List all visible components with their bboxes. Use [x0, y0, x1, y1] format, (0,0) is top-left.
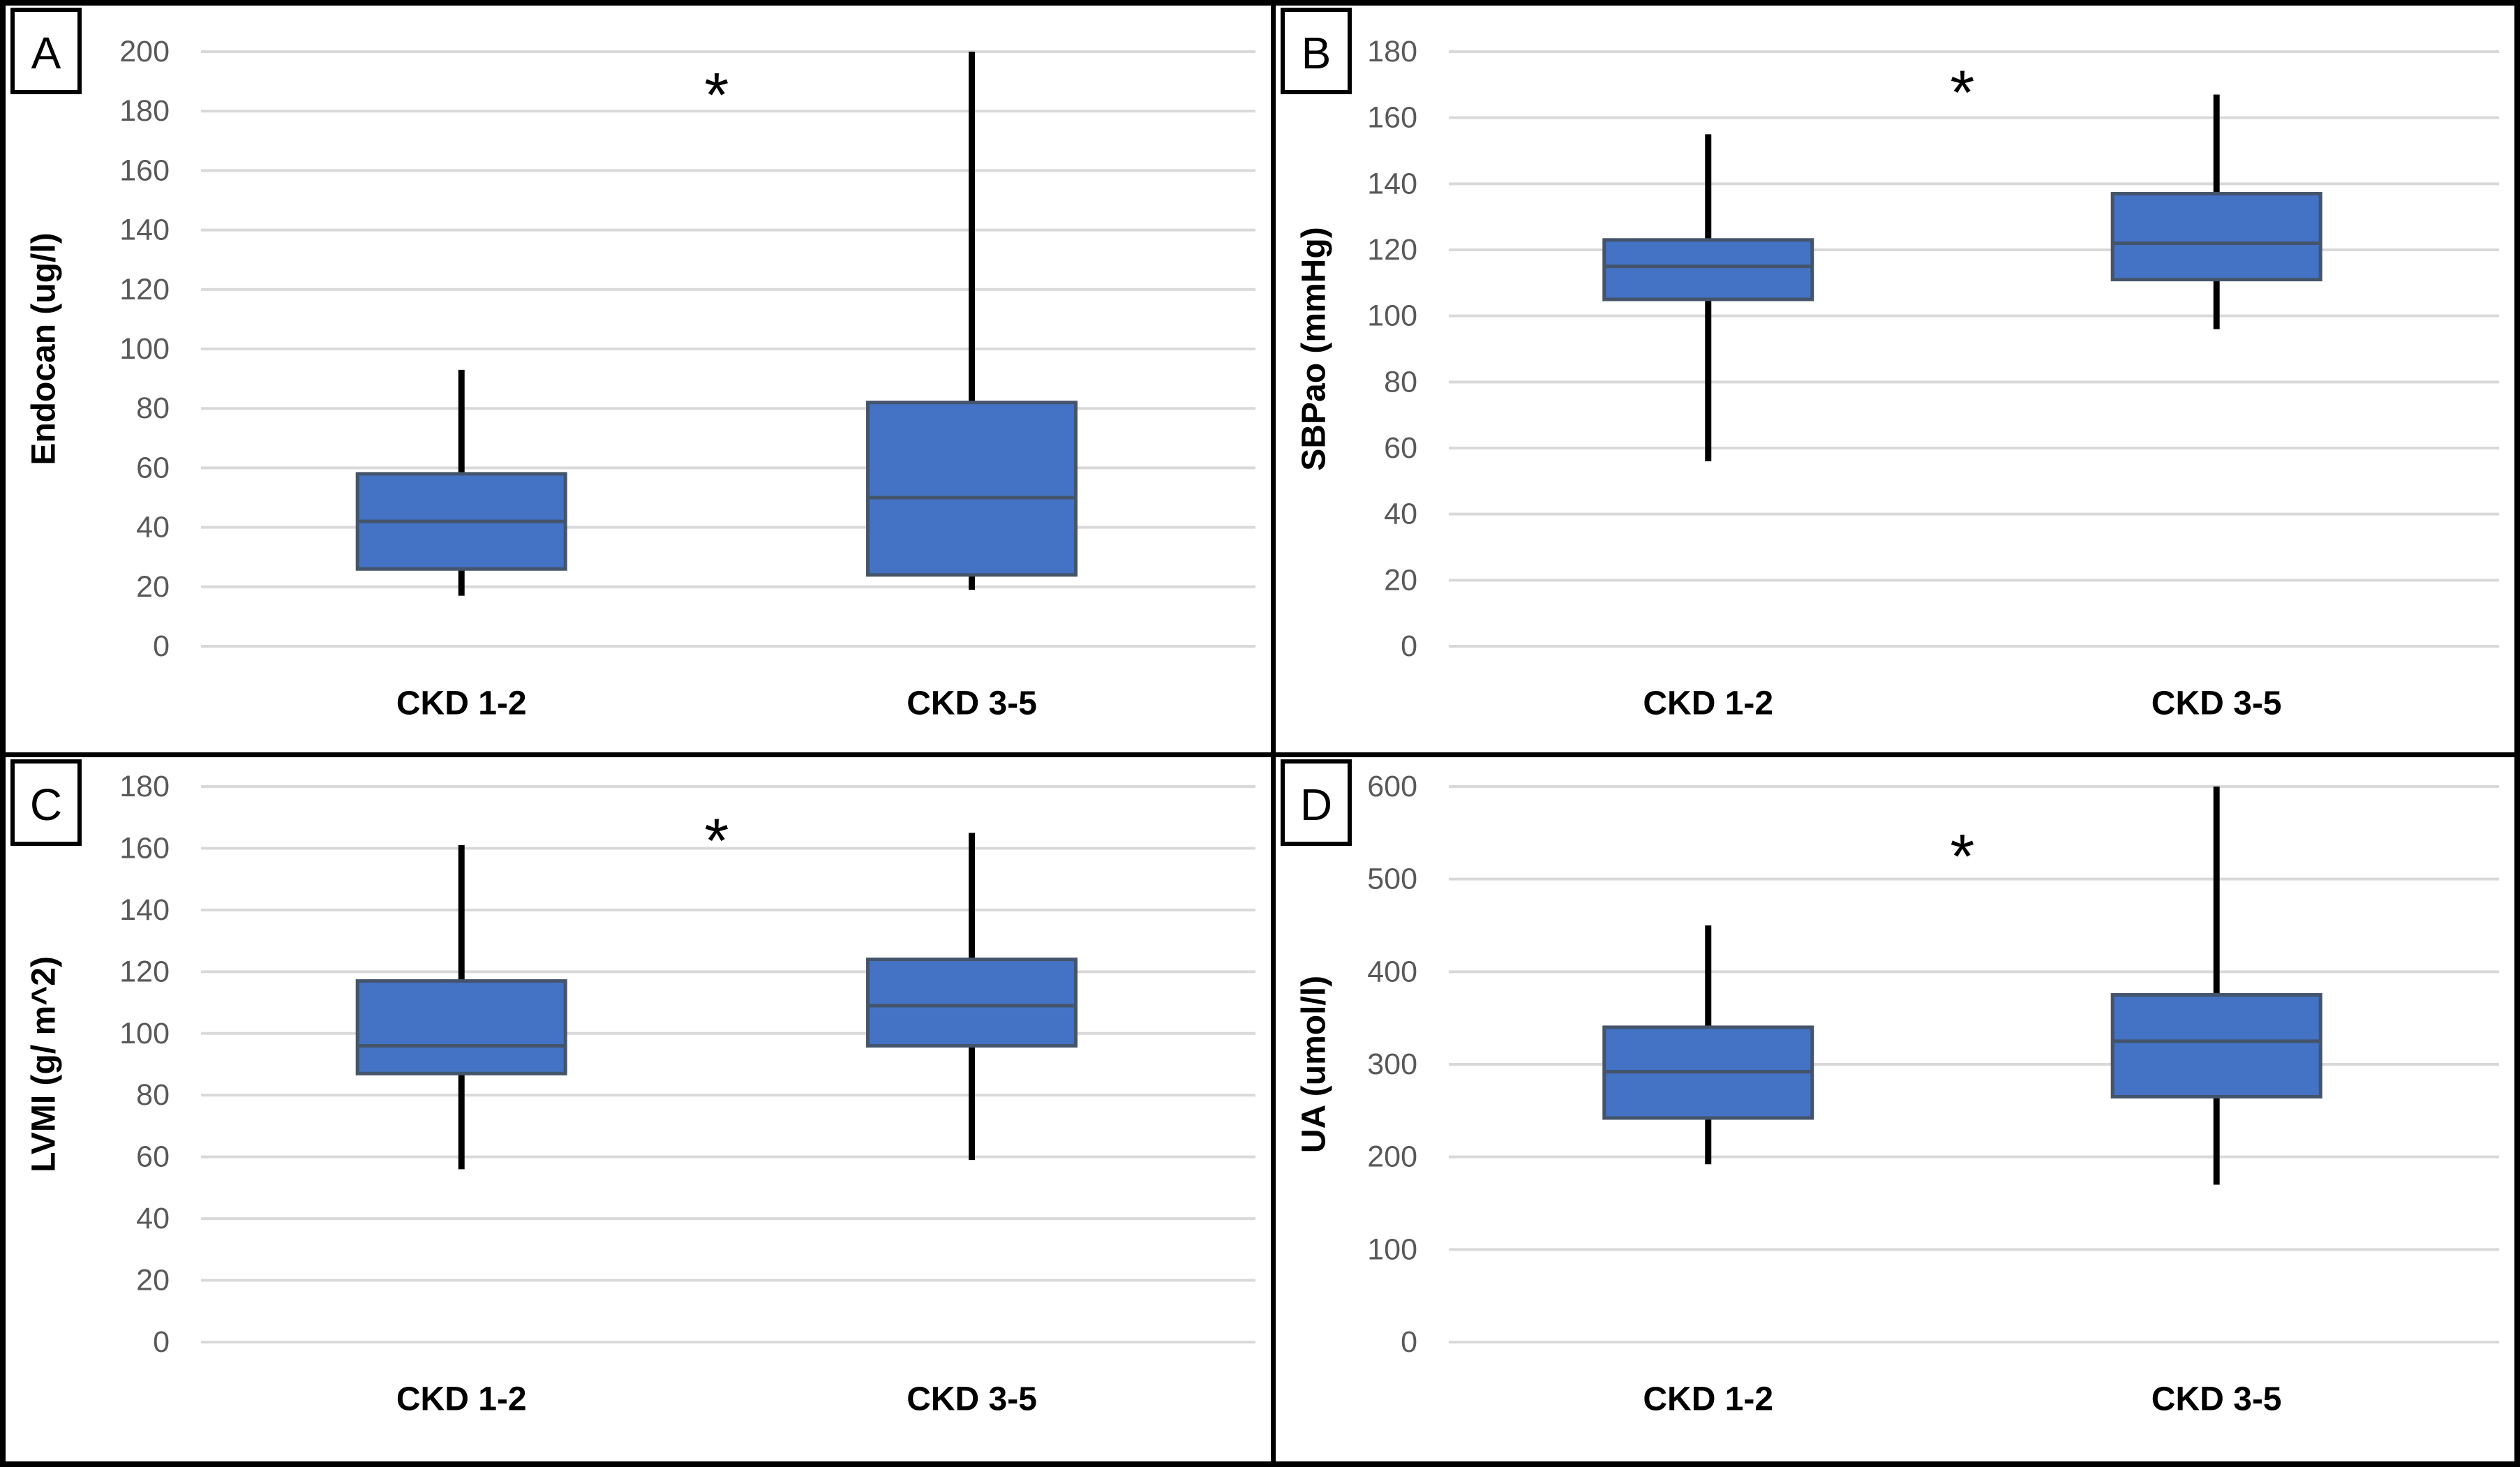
y-tick-label: 180	[1367, 35, 1417, 68]
y-tick-label: 180	[119, 94, 170, 128]
y-tick-label: 120	[119, 273, 170, 306]
y-tick-label: 40	[136, 511, 170, 544]
y-tick-label: 160	[119, 831, 170, 865]
panel-letter-box	[1281, 8, 1352, 94]
panel-chart: 0 20 40 60 80 100 120 140 160 180 200 Endocan (ug/l…	[10, 8, 1255, 722]
y-tick-label: 60	[1384, 431, 1417, 465]
panel-b-sbpao: 0 20 40 60 80 100 120 140 160 180 SBPao (mmHg) CKD …	[1276, 6, 2514, 757]
panel-c-lvmi: 0 20 40 60 80 100 120 140 160 180 LVMI (g/ m^2) CKD…	[6, 757, 1276, 1461]
y-axis-title: UA (umol/l)	[1296, 976, 1333, 1153]
y-tick-label: 120	[119, 955, 170, 988]
panel-letter-box	[1281, 759, 1352, 846]
y-tick-label: 100	[1367, 299, 1417, 333]
y-tick-label: 140	[119, 893, 170, 927]
panel-a-endocan: 0 20 40 60 80 100 120 140 160 180 200 Endocan (ug/l…	[6, 6, 1276, 757]
panel-letter: D	[1300, 780, 1332, 830]
y-axis-title: Endocan (ug/l)	[26, 232, 63, 465]
category-label: CKD 3-5	[907, 1381, 1037, 1418]
y-tick-label: 80	[1384, 365, 1417, 399]
category-label: CKD 3-5	[2152, 1381, 2282, 1418]
y-tick-label: 100	[119, 332, 170, 366]
y-tick-label: 400	[1367, 955, 1417, 988]
category-label: CKD 1-2	[1643, 685, 1773, 722]
category-label: CKD 1-2	[396, 1381, 527, 1418]
y-tick-label: 120	[1367, 233, 1417, 267]
category-label: CKD 1-2	[396, 685, 527, 722]
y-axis-title: LVMI (g/ m^2)	[26, 956, 63, 1172]
panel-d-ua: 0 100 200 300 400 500 600 UA (umol/l) CKD 1-2 CKD…	[1276, 757, 2514, 1461]
y-tick-label: 60	[136, 451, 170, 484]
y-tick-label: 160	[119, 154, 170, 187]
y-tick-label: 180	[119, 770, 170, 803]
y-tick-label: 300	[1367, 1048, 1417, 1081]
y-tick-label: 0	[1401, 1325, 1417, 1359]
y-tick-label: 0	[153, 1325, 170, 1359]
y-tick-label: 80	[136, 392, 170, 425]
panel-letter: B	[1302, 28, 1332, 78]
panel-letter-box	[10, 759, 82, 846]
y-tick-label: 100	[119, 1017, 170, 1050]
y-tick-label: 20	[136, 570, 170, 604]
box	[2110, 993, 2323, 1099]
panel-letter: C	[30, 780, 62, 830]
y-tick-label: 200	[1367, 1140, 1417, 1174]
significance-asterisk: *	[1950, 58, 1974, 128]
panel-chart: 0 20 40 60 80 100 120 140 160 180 LVMI (g/ m^2) CKD…	[10, 759, 1255, 1418]
box	[1602, 238, 1814, 301]
box	[2110, 192, 2323, 282]
box	[866, 401, 1078, 577]
y-tick-label: 200	[119, 35, 170, 68]
significance-asterisk: *	[704, 806, 729, 876]
y-tick-label: 160	[1367, 101, 1417, 135]
panel-letter-box	[10, 8, 82, 94]
y-tick-label: 0	[153, 630, 170, 663]
y-tick-label: 500	[1367, 863, 1417, 896]
panel-chart: 0 100 200 300 400 500 600 UA (umol/l) CKD 1-2 CKD…	[1281, 759, 2499, 1418]
panel-letter: A	[31, 28, 61, 78]
y-tick-label: 140	[1367, 167, 1417, 200]
significance-asterisk: *	[704, 61, 729, 131]
y-tick-label: 40	[1384, 498, 1417, 531]
significance-asterisk: *	[1950, 822, 1974, 892]
y-axis-title: SBPao (mmHg)	[1296, 227, 1333, 470]
y-tick-label: 40	[136, 1202, 170, 1235]
y-tick-label: 20	[1384, 563, 1417, 597]
y-tick-label: 80	[136, 1078, 170, 1112]
y-tick-label: 0	[1401, 630, 1417, 663]
box	[866, 958, 1078, 1048]
category-label: CKD 1-2	[1643, 1381, 1773, 1418]
box	[355, 979, 567, 1075]
y-tick-label: 100	[1367, 1233, 1417, 1266]
y-tick-label: 140	[119, 214, 170, 247]
category-label: CKD 3-5	[2152, 685, 2282, 722]
category-label: CKD 3-5	[907, 685, 1037, 722]
panel-chart: 0 20 40 60 80 100 120 140 160 180 SBPao (mmHg) CKD …	[1281, 8, 2499, 722]
y-tick-label: 20	[136, 1264, 170, 1297]
y-tick-label: 60	[136, 1140, 170, 1174]
y-tick-label: 600	[1367, 770, 1417, 803]
